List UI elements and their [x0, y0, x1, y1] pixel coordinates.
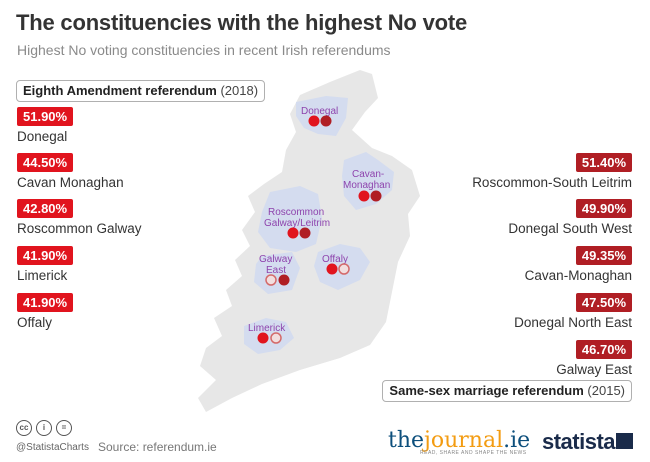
same-sex-marriage-name: Same-sex marriage referendum [389, 383, 584, 398]
value-badge: 49.35% [575, 246, 632, 265]
list-item: 51.90% Donegal [17, 107, 74, 144]
constituency-name: Limerick [17, 268, 68, 283]
marker-roscommon-2015 [299, 227, 311, 239]
marker-limerick-2018 [257, 332, 269, 344]
constituency-name: Offaly [17, 315, 53, 330]
list-item: 41.90% Limerick [17, 246, 74, 283]
value-badge: 44.50% [17, 153, 74, 172]
marker-limerick-empty [270, 332, 282, 344]
value-badge: 51.40% [575, 153, 632, 172]
constituency-name: Cavan Monaghan [17, 175, 124, 190]
list-item: 49.90% Donegal South West [508, 199, 632, 236]
value-badge: 51.90% [17, 107, 74, 126]
map-label-offaly: Offaly [322, 254, 348, 265]
marker-offaly-empty [338, 263, 350, 275]
constituency-name: Donegal North East [514, 315, 632, 330]
chart-title: The constituencies with the highest No v… [16, 10, 468, 35]
marker-roscommon-2018 [287, 227, 299, 239]
person-icon[interactable]: i [36, 420, 52, 436]
map-label-donegal: Donegal [301, 106, 338, 117]
region-limerick [244, 318, 294, 354]
eighth-amendment-name: Eighth Amendment referendum [23, 83, 217, 98]
thejournal-logo[interactable]: thejournal.ie [388, 428, 530, 453]
marker-cavan-2018 [358, 190, 370, 202]
map-label-limerick: Limerick [248, 323, 286, 334]
list-item: 41.90% Offaly [17, 293, 74, 330]
map-label-cavan: Cavan- [352, 169, 384, 180]
constituency-name: Cavan-Monaghan [524, 268, 632, 283]
journal-the: the [388, 428, 425, 453]
journal-main: journal [424, 428, 504, 453]
region-donegal [296, 96, 348, 136]
marker-cavan-2015 [370, 190, 382, 202]
cc-icon[interactable]: cc [16, 420, 32, 436]
region-galway-east [254, 252, 300, 294]
constituency-name: Galway East [556, 362, 632, 377]
source-text: Source: referendum.ie [98, 440, 217, 454]
list-item: 47.50% Donegal North East [514, 293, 632, 330]
map-label-galway: Galway [259, 254, 292, 265]
map-label-east: East [266, 265, 286, 276]
same-sex-marriage-year: (2015) [587, 383, 625, 398]
value-badge: 41.90% [17, 246, 74, 265]
constituency-name: Roscommon-South Leitrim [472, 175, 632, 190]
map-label-monaghan: Monaghan [343, 180, 390, 191]
list-item: 49.35% Cavan-Monaghan [525, 246, 632, 283]
equals-icon[interactable]: = [56, 420, 72, 436]
map-label-roscommon: Roscommon [268, 207, 324, 218]
journal-dot: .ie [503, 428, 531, 453]
marker-galway-east-2015 [278, 274, 290, 286]
value-badge: 47.50% [575, 293, 632, 312]
value-badge: 41.90% [17, 293, 74, 312]
value-badge: 46.70% [575, 340, 632, 359]
marker-donegal-2018 [308, 115, 320, 127]
value-badge: 42.80% [17, 199, 74, 218]
list-item: 51.40% Roscommon-South Leitrim [472, 153, 632, 190]
statista-logo-icon [616, 433, 633, 449]
marker-offaly-2018 [326, 263, 338, 275]
list-item: 42.80% Roscommon Galway [17, 199, 142, 236]
eighth-amendment-legend: Eighth Amendment referendum (2018) [16, 80, 266, 102]
list-item: 44.50% Cavan Monaghan [17, 153, 124, 190]
statista-logo[interactable]: statista [542, 429, 616, 454]
map-label-galway-leitrim: Galway/Leitrim [264, 218, 330, 229]
marker-galway-east-empty [265, 274, 277, 286]
list-item: 46.70% Galway East [556, 340, 632, 377]
statista-handle[interactable]: @StatistaCharts [16, 442, 89, 453]
eighth-amendment-year: (2018) [220, 83, 259, 98]
value-badge: 49.90% [575, 199, 632, 218]
chart-subtitle: Highest No voting constituencies in rece… [17, 42, 391, 58]
journal-tagline: READ, SHARE AND SHAPE THE NEWS [420, 450, 527, 456]
constituency-name: Donegal [17, 129, 68, 144]
constituency-name: Roscommon Galway [17, 221, 142, 236]
same-sex-marriage-legend: Same-sex marriage referendum (2015) [382, 380, 632, 402]
constituency-name: Donegal South West [508, 221, 632, 236]
license-icons: cc i = [16, 420, 72, 436]
marker-donegal-2015 [320, 115, 332, 127]
